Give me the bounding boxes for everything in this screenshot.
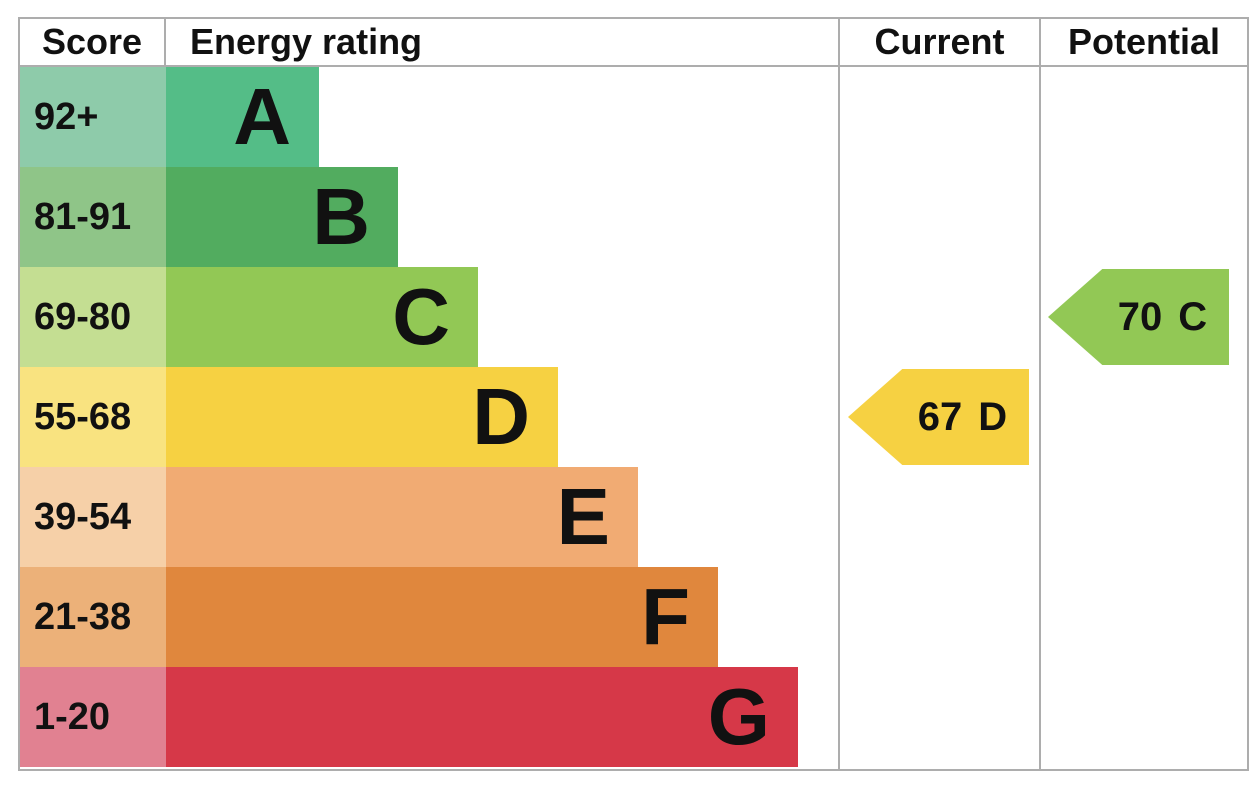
- band-letter-c: C: [392, 272, 450, 361]
- header-current: Current: [840, 19, 1039, 65]
- score-range-d: 55-68: [20, 367, 166, 467]
- header-energy-rating-label: Energy rating: [190, 21, 423, 62]
- score-range-f: 21-38: [20, 567, 166, 667]
- band-letter-d: D: [472, 372, 530, 461]
- band-bar-b: B: [166, 167, 398, 267]
- current-band-letter: D: [978, 394, 1008, 439]
- score-range-b: 81-91: [20, 167, 166, 267]
- band-letter-f: F: [641, 572, 690, 661]
- band-bar-a: A: [166, 67, 319, 167]
- band-row-c: 69-80 C: [20, 267, 1247, 367]
- band-row-f: 21-38 F: [20, 567, 1247, 667]
- band-bar-f: F: [166, 567, 718, 667]
- current-column-divider: [838, 19, 840, 769]
- score-range-b-label: 81-91: [34, 195, 132, 238]
- score-range-d-label: 55-68: [34, 395, 132, 438]
- potential-band-letter: C: [1178, 294, 1208, 339]
- score-range-a: 92+: [20, 67, 166, 167]
- header-current-label: Current: [874, 21, 1005, 62]
- band-letter-e: E: [556, 472, 610, 561]
- score-range-f-label: 21-38: [34, 595, 132, 638]
- band-letter-b: B: [312, 172, 370, 261]
- potential-score-value: 70: [1117, 294, 1163, 339]
- band-row-a: 92+ A: [20, 67, 1247, 167]
- header-potential-label: Potential: [1067, 21, 1220, 62]
- band-bar-c: C: [166, 267, 478, 367]
- potential-column-divider: [1039, 19, 1041, 769]
- score-range-g: 1-20: [20, 667, 166, 767]
- header-divider-line: [20, 65, 1247, 67]
- header-score: Score: [20, 19, 164, 65]
- score-range-c-label: 69-80: [34, 295, 132, 338]
- score-range-g-label: 1-20: [34, 695, 111, 738]
- score-column-divider: [164, 19, 166, 67]
- band-row-g: 1-20 G: [20, 667, 1247, 767]
- band-bar-d: D: [166, 367, 558, 467]
- band-letter-g: G: [707, 672, 770, 761]
- band-row-d: 55-68 D: [20, 367, 1247, 467]
- current-score-value: 67: [917, 394, 963, 439]
- header-potential: Potential: [1041, 19, 1247, 65]
- band-bar-g: G: [166, 667, 798, 767]
- score-range-e: 39-54: [20, 467, 166, 567]
- rating-bands: 92+ A 81-91 B 69-80 C: [20, 67, 1247, 767]
- band-row-e: 39-54 E: [20, 467, 1247, 567]
- header-score-label: Score: [41, 21, 143, 62]
- score-range-e-label: 39-54: [34, 495, 132, 538]
- band-bar-e: E: [166, 467, 638, 567]
- score-range-c: 69-80: [20, 267, 166, 367]
- epc-table: Score Energy rating Current Potential 92…: [18, 17, 1249, 771]
- band-row-b: 81-91 B: [20, 167, 1247, 267]
- score-range-a-label: 92+: [34, 95, 99, 138]
- band-letter-a: A: [233, 72, 291, 161]
- header-energy-rating: Energy rating: [166, 19, 838, 65]
